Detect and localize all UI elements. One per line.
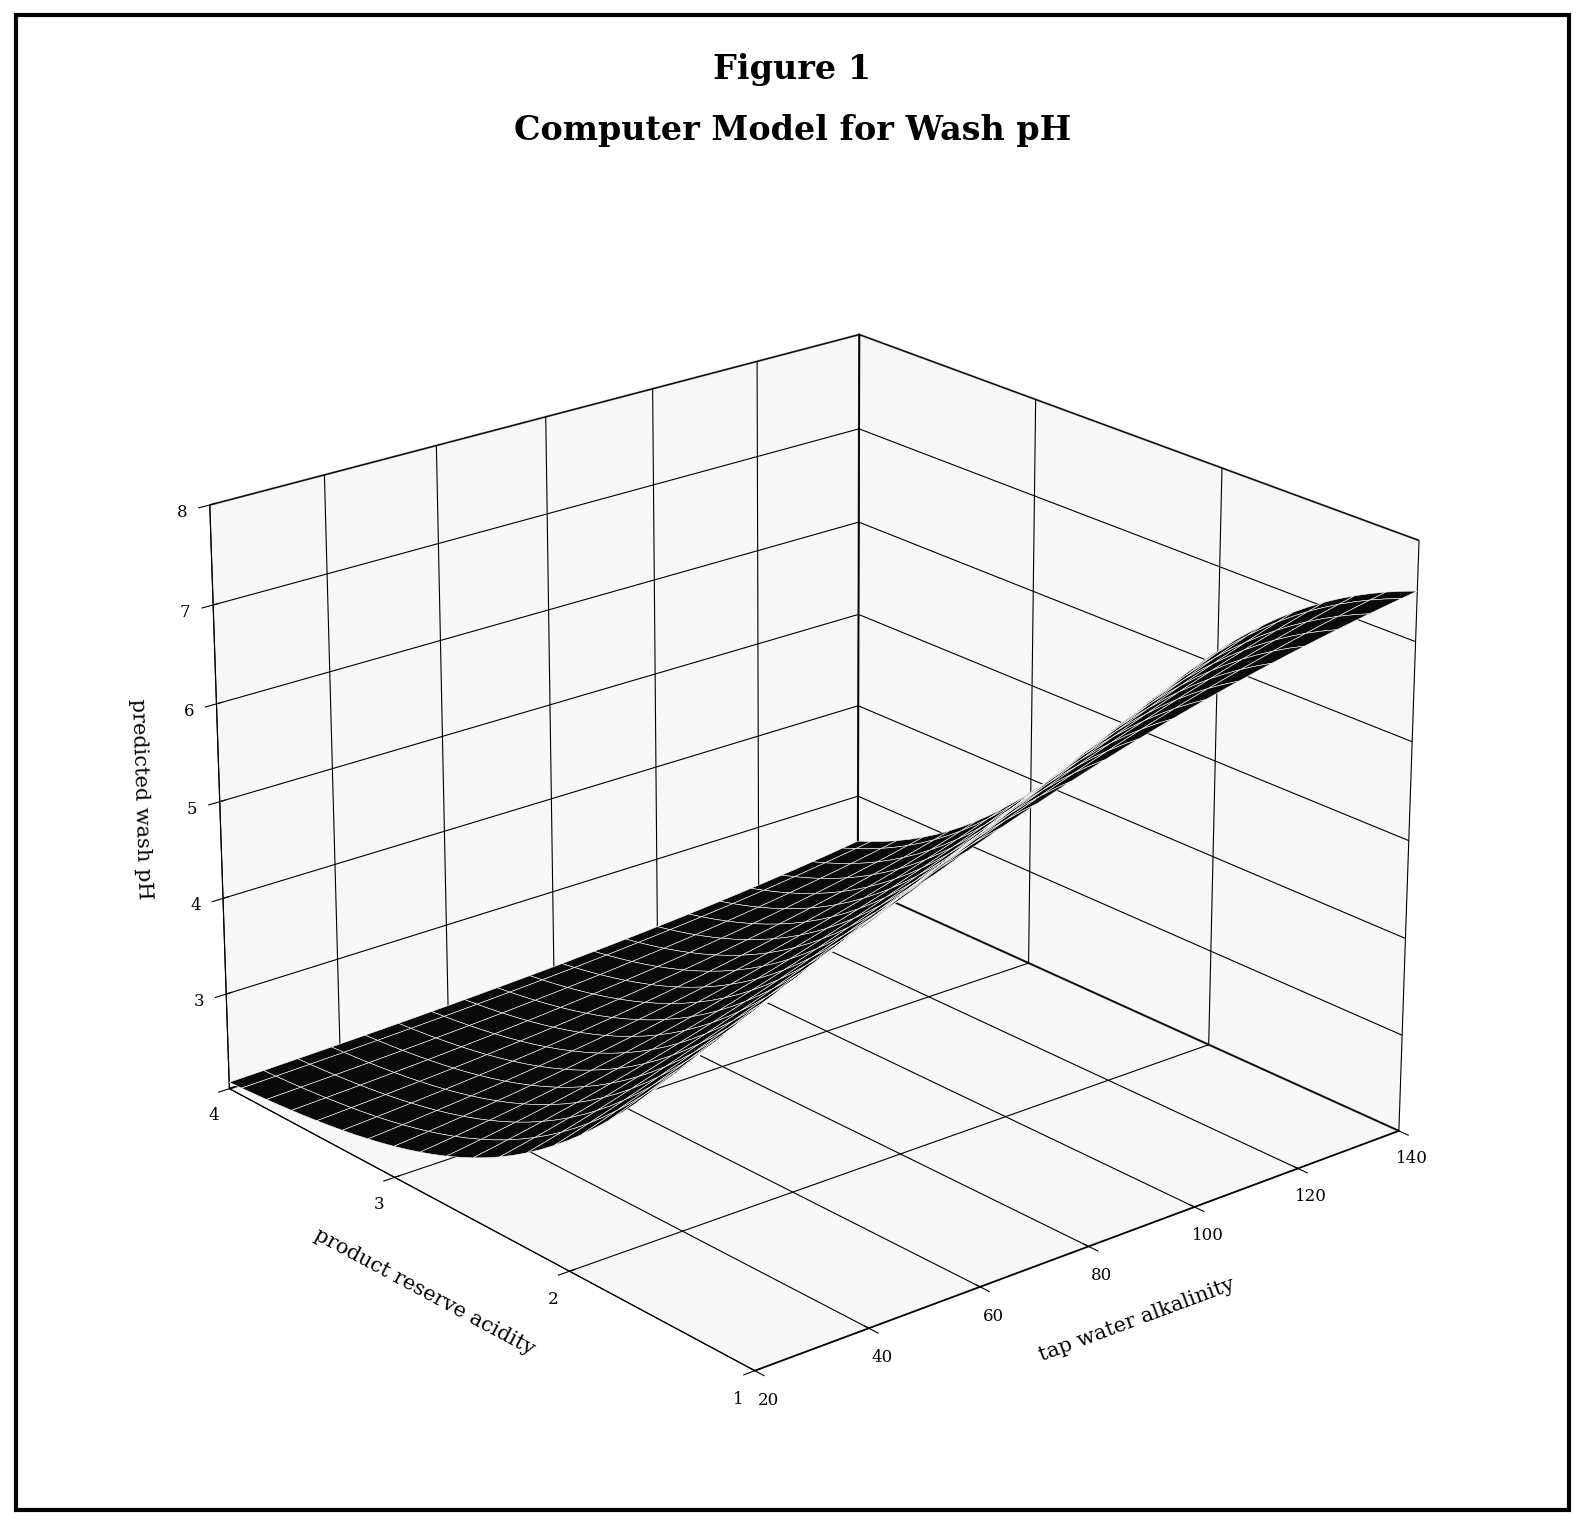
Text: Figure 1: Figure 1 (713, 53, 872, 87)
Text: Computer Model for Wash pH: Computer Model for Wash pH (514, 114, 1071, 148)
Y-axis label: product reserve acidity: product reserve acidity (311, 1226, 537, 1359)
X-axis label: tap water alkalinity: tap water alkalinity (1037, 1275, 1236, 1365)
